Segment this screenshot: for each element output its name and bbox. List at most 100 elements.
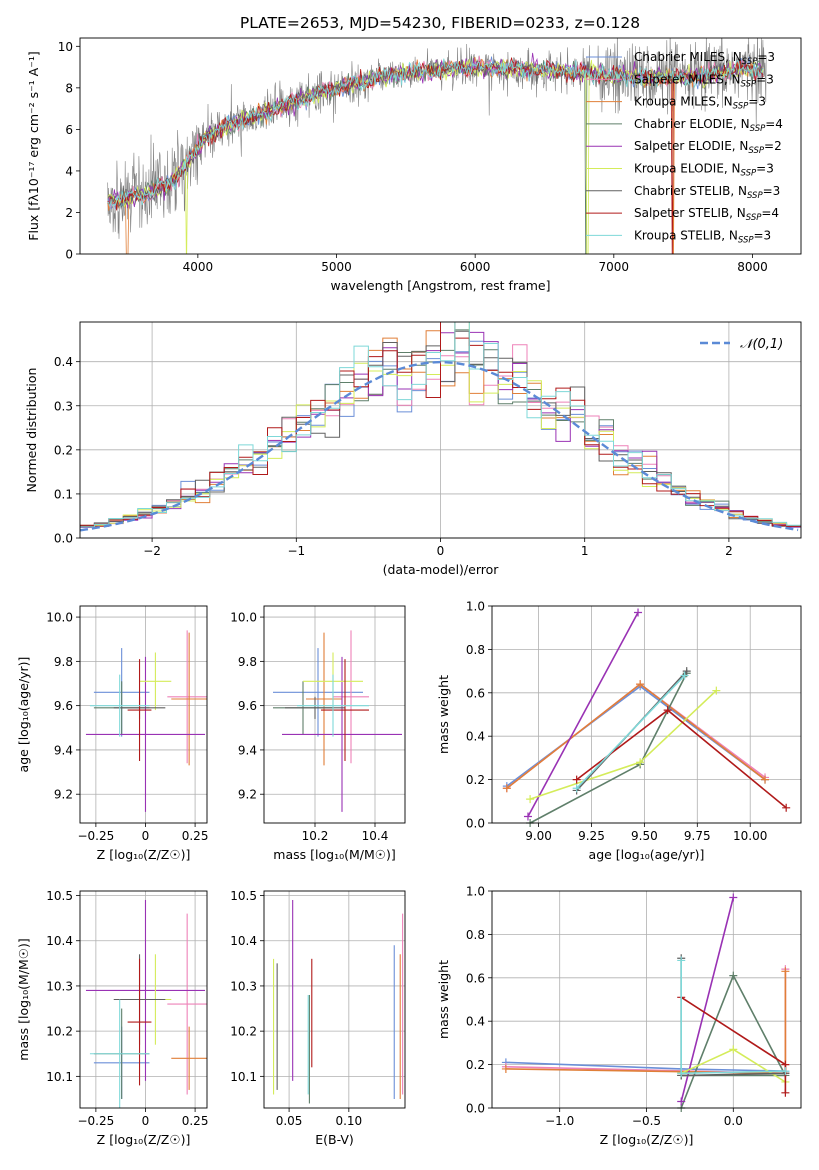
y-tick-label: 10.5 <box>46 889 73 903</box>
y-tick-label: 9.8 <box>238 655 257 669</box>
mass_vs_EBV-panel: 0.05 0.10 10.1 10.2 10.3 10.4 10.5 E(B-V) <box>230 889 406 1147</box>
y-tick-label: 0.4 <box>54 355 73 369</box>
y-tick-label: 9.4 <box>238 743 257 757</box>
y-tick-label: 2 <box>65 206 73 220</box>
histogram-steps <box>80 322 801 532</box>
axes-frame <box>79 321 802 539</box>
legend-label-normal: 𝒩(0,1) <box>740 337 783 352</box>
x-tick-label: 0 <box>142 829 150 843</box>
weight-line-kroupa_stelib <box>576 674 686 789</box>
y-tick-label: 9.4 <box>54 743 73 757</box>
x-tick-label: 7000 <box>599 260 630 274</box>
x-tick-label: 9.75 <box>684 829 711 843</box>
legend-label-chabrier_stelib: Chabrier STELIB, NSSP=3 <box>634 184 780 201</box>
y-tick-label: 9.8 <box>54 655 73 669</box>
y-tick-label: 10.1 <box>46 1070 73 1084</box>
weight-marker-kroupa_miles <box>781 967 790 976</box>
y-tick-label: 10.0 <box>230 611 257 625</box>
x-axis-label: Z [log₁₀(Z/Z☉)] <box>600 1132 694 1147</box>
weight-marker-kroupa_miles <box>501 1064 510 1073</box>
weight-marker-kroupa_elodie <box>636 758 645 767</box>
axes-frame <box>79 37 802 255</box>
y-tick-label: 9.6 <box>238 699 257 713</box>
x-axis-label: E(B-V) <box>315 1132 354 1147</box>
y-tick-label: 9.6 <box>54 699 73 713</box>
spectrum-panel: 4000 5000 6000 7000 8000 0 2 4 6 8 10 wavelength [A… <box>26 37 802 293</box>
x-axis-label: age [log₁₀(age/yr)] <box>589 847 705 862</box>
weight-marker-salpeter_stelib <box>781 1088 790 1097</box>
x-tick-label: 5000 <box>321 260 352 274</box>
weight-marker-salpeter_elodie <box>634 608 643 617</box>
x-tick-label: 0.0 <box>724 1114 743 1128</box>
y-tick-label: 10.2 <box>230 1025 257 1039</box>
x-tick-label: −2 <box>143 544 161 558</box>
x-tick-label: 1 <box>581 544 589 558</box>
weight-line-chabrier_elodie <box>680 973 787 1109</box>
y-tick-label: 1.0 <box>466 600 485 614</box>
y-axis-label: mass weight <box>436 675 451 754</box>
x-tick-label: 0 <box>142 1114 150 1128</box>
weight-marker-salpeter_stelib <box>572 775 581 784</box>
y-axis-label: age [log₁₀(age/yr)] <box>16 657 31 773</box>
y-tick-label: 8 <box>65 81 73 95</box>
y-tick-label: 10.2 <box>46 1025 73 1039</box>
x-tick-label: 10.00 <box>733 829 767 843</box>
weight-marker-kroupa_elodie <box>712 686 721 695</box>
y-axis-label: mass [log₁₀(M/M☉)] <box>16 938 31 1060</box>
x-tick-label: 0.25 <box>182 1114 209 1128</box>
x-axis-label: (data-model)/error <box>383 562 500 577</box>
x-tick-label: 4000 <box>183 260 214 274</box>
weight-marker-salpeter_stelib <box>782 803 791 812</box>
axes-frame <box>491 605 802 824</box>
spectrum-lines <box>107 38 767 254</box>
legend-label-salpeter_miles: Salpeter MILES, NSSP=3 <box>634 72 774 89</box>
y-tick-label: 10.3 <box>230 979 257 993</box>
y-tick-label: 0.4 <box>466 730 485 744</box>
x-tick-label: 0.05 <box>276 1114 303 1128</box>
x-tick-label: −0.25 <box>77 829 114 843</box>
y-tick-label: 6 <box>65 123 73 137</box>
model-spectrum-kroupa_stelib <box>107 58 764 209</box>
x-axis-label: wavelength [Angstrom, rest frame] <box>330 278 550 293</box>
y-tick-label: 0.6 <box>466 971 485 985</box>
y-tick-label: 9.2 <box>238 788 257 802</box>
weight-marker-kroupa_stelib <box>680 671 689 680</box>
y-axis-label: Normed distribution <box>24 368 39 493</box>
y-tick-label: 10 <box>58 40 73 54</box>
mass_vs_Z-points <box>85 900 207 1108</box>
x-tick-label: 9.50 <box>631 829 658 843</box>
x-tick-label: 10.2 <box>302 829 329 843</box>
weight-marker-kroupa_miles <box>502 784 511 793</box>
y-tick-label: 10.0 <box>46 611 73 625</box>
weight-marker-salpeter_elodie <box>729 893 738 902</box>
weight-marker-kroupa_elodie <box>729 1045 738 1054</box>
normal-curve <box>80 360 799 532</box>
weight-marker-chabrier_elodie <box>729 971 738 980</box>
y-tick-label: 10.1 <box>230 1070 257 1084</box>
axes-frame <box>263 605 406 824</box>
x-tick-label: −0.5 <box>632 1114 661 1128</box>
x-tick-label: 0 <box>437 544 445 558</box>
weight_vs_age-panel: 9.00 9.25 9.50 9.75 10.00 0.0 0.2 0.4 0.6 0.8 1.0 a… <box>436 600 802 862</box>
legend-label-salpeter_stelib: Salpeter STELIB, NSSP=4 <box>634 206 779 223</box>
x-tick-label: 6000 <box>460 260 491 274</box>
y-tick-label: 0.3 <box>54 399 73 413</box>
x-tick-label: 2 <box>725 544 733 558</box>
y-tick-label: 0.2 <box>54 443 73 457</box>
age_vs_mass-panel: 10.2 10.4 9.2 9.4 9.6 9.8 10.0 mass [log₁₀(M/M☉… <box>230 605 406 862</box>
weight_vs_age-series <box>502 608 791 827</box>
y-axis-label: Flux [fλ10⁻¹⁷ erg cm⁻² s⁻¹ A⁻¹] <box>26 51 41 240</box>
weight_vs_Z-series <box>501 893 790 1112</box>
mass_vs_EBV-points <box>273 900 404 1104</box>
x-tick-label: 8000 <box>737 260 768 274</box>
figure-title: PLATE=2653, MJD=54230, FIBERID=0233, z=0… <box>240 14 640 32</box>
x-axis-label: Z [log₁₀(Z/Z☉)] <box>97 847 191 862</box>
weight-marker-kroupa_miles <box>761 775 770 784</box>
x-tick-label: −0.25 <box>77 1114 114 1128</box>
y-tick-label: 0.8 <box>466 643 485 657</box>
y-tick-label: 9.2 <box>54 788 73 802</box>
weight-marker-kroupa_miles <box>636 680 645 689</box>
x-axis-label: mass [log₁₀(M/M☉)] <box>273 847 395 862</box>
y-tick-label: 0.0 <box>466 1102 485 1116</box>
